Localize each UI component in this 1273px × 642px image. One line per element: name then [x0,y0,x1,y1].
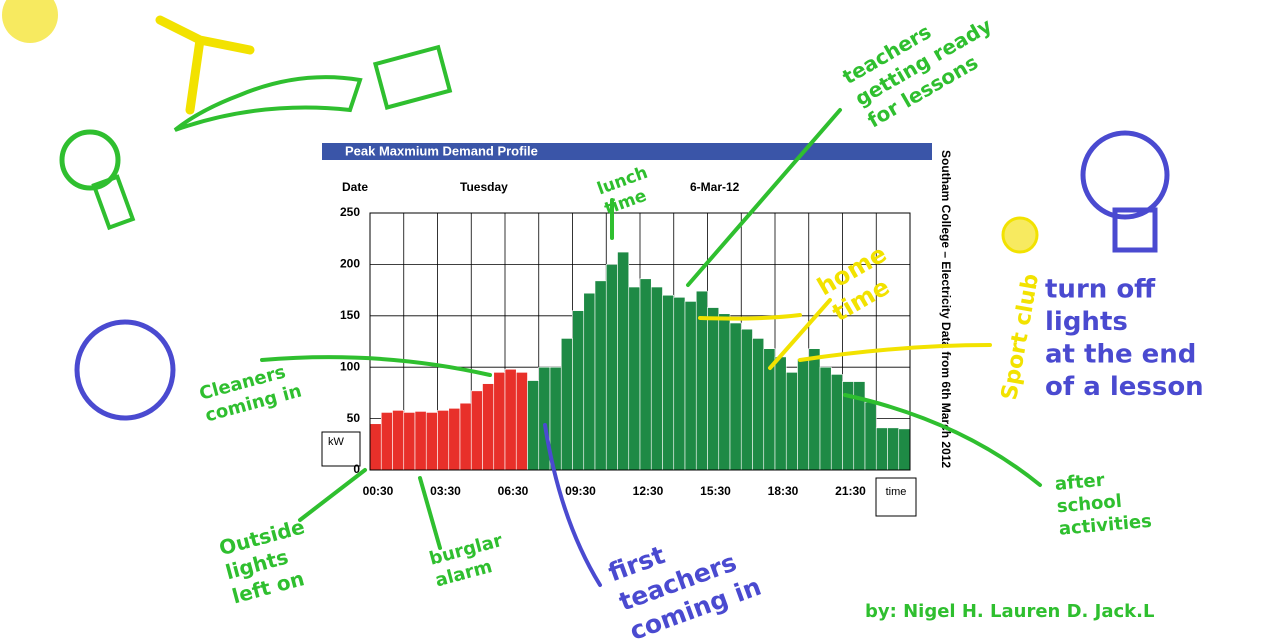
earth [77,322,173,418]
side-title: Southam College – Electricity Data from … [939,150,953,468]
bar [809,349,820,470]
bar [708,308,719,470]
laptop [375,47,449,107]
bar [393,410,404,470]
bar [786,372,797,470]
annotation-text: of a lesson [1045,372,1204,402]
bar [415,411,426,470]
x-tick-label: 09:30 [565,484,596,498]
bar [651,287,662,470]
bar [483,384,494,470]
y-tick-label: 100 [340,359,360,373]
annotation-text: lights [1045,307,1128,337]
bar [730,323,741,470]
bar [831,374,842,470]
bar [404,412,415,470]
bar [798,359,809,470]
bar [618,252,629,470]
date-label: Date [342,180,368,194]
bar [876,428,887,470]
x-axis-label: time [886,486,907,498]
annotation: Sport club [997,272,1044,402]
x-tick-label: 12:30 [633,484,664,498]
bar [426,412,437,470]
annotation-text: by: Nigel H. Lauren D. Jack.L [865,601,1154,622]
x-tick-label: 15:30 [700,484,731,498]
bar [494,372,505,470]
y-tick-label: 150 [340,308,360,322]
x-tick-label: 00:30 [363,484,394,498]
date: 6-Mar-12 [690,180,740,194]
annotation-text: Sport club [997,272,1044,402]
bar [685,301,696,470]
hill [175,77,360,130]
bar [719,314,730,470]
bar [381,412,392,470]
bulb-base [94,177,133,228]
bar [573,311,584,470]
bar [663,295,674,470]
bar [854,382,865,470]
y-tick-label: 250 [340,205,360,219]
annotation: by: Nigel H. Lauren D. Jack.L [865,601,1154,622]
bar [865,402,876,470]
bar [899,429,910,470]
bar [561,338,572,470]
day: Tuesday [460,180,508,194]
bar [516,372,527,470]
annotation-text: turn off [1045,275,1156,305]
bar [888,428,899,470]
bar [753,338,764,470]
bar [595,281,606,470]
x-tick-label: 03:30 [430,484,461,498]
annotation-text: after [1054,470,1105,495]
bar [584,293,595,470]
x-tick-label: 18:30 [768,484,799,498]
sun [2,0,58,43]
bar [640,279,651,470]
bar [438,410,449,470]
bar [505,369,516,470]
bar [460,403,471,470]
bar [539,367,550,470]
bar [741,329,752,470]
bar [606,264,617,470]
bar [528,381,539,470]
y-axis-label: kW [328,436,345,448]
bar [449,408,460,470]
x-tick-label: 21:30 [835,484,866,498]
bar [820,367,831,470]
annotation-text: at the end [1045,340,1196,370]
y-tick-label: 200 [340,257,360,271]
bar [674,297,685,470]
ball [1003,218,1037,252]
bulb [1083,133,1167,217]
bar [370,424,381,470]
chart-title: Peak Maxmium Demand Profile [345,143,538,158]
page: Peak Maxmium Demand Profile Date Tuesday… [0,0,1273,642]
x-tick-label: 06:30 [498,484,529,498]
y-tick-label: 50 [347,411,361,425]
bar [775,357,786,470]
bar [471,391,482,470]
bar [629,287,640,470]
